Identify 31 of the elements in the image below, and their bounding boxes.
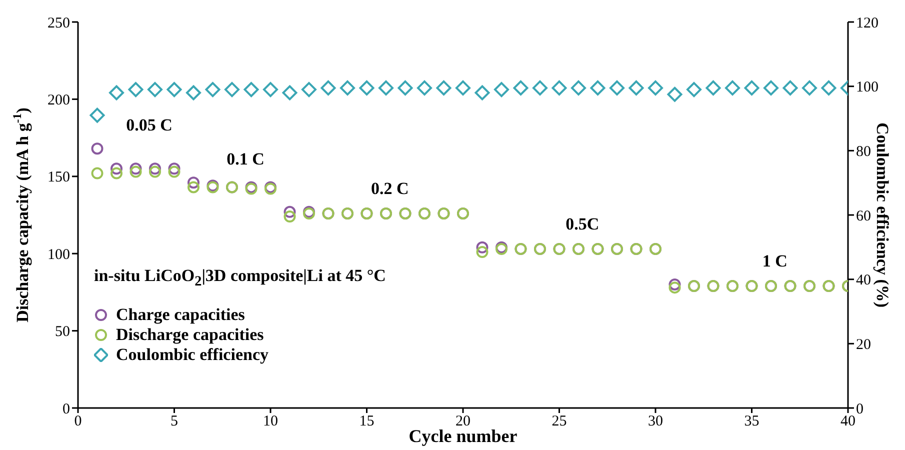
y2-tick-label: 60 [856, 208, 871, 224]
legend-title: in-situ LiCoO$_{2}$|3D composite|Li at 45 °C [94, 266, 386, 292]
annotation: 0.05 C [126, 116, 172, 135]
annotation: 0.5C [566, 214, 600, 234]
x-tick-label: 35 [744, 414, 760, 430]
y2-tick-label: 120 [856, 15, 878, 32]
y2-tick-label: 80 [856, 144, 871, 160]
legend-label: Discharge capacities [116, 325, 264, 346]
y2-axis-title: Coulombic efficiency (%) [874, 122, 892, 308]
y-tick-label: 250 [48, 15, 70, 32]
x-tick-label: 15 [359, 414, 374, 430]
x-tick-label: 10 [263, 414, 278, 430]
annotation: 0.2 C [370, 178, 409, 198]
y2-tick-label: 20 [856, 336, 871, 353]
y-tick-label: 0 [62, 401, 70, 418]
annotation: 0.1 C [226, 149, 264, 168]
x-tick-label: 30 [648, 414, 663, 430]
y-tick-label: 200 [48, 92, 70, 109]
y-tick-label: 150 [48, 170, 70, 186]
x-tick-label: 40 [840, 414, 856, 430]
y-tick-label: 100 [48, 246, 70, 263]
y-tick-label: 50 [55, 324, 70, 340]
y2-tick-label: 100 [856, 80, 878, 96]
legend-label: Coulombic efficiency [116, 345, 268, 366]
x-tick-label: 25 [552, 414, 567, 430]
legend-label: Charge capacities [116, 305, 245, 326]
x-tick-label: 5 [170, 414, 178, 430]
y2-tick-label: 0 [856, 401, 864, 418]
x-tick-label: 0 [74, 414, 82, 430]
annotation: 1 C [762, 251, 788, 270]
y2-tick-label: 40 [856, 272, 871, 289]
